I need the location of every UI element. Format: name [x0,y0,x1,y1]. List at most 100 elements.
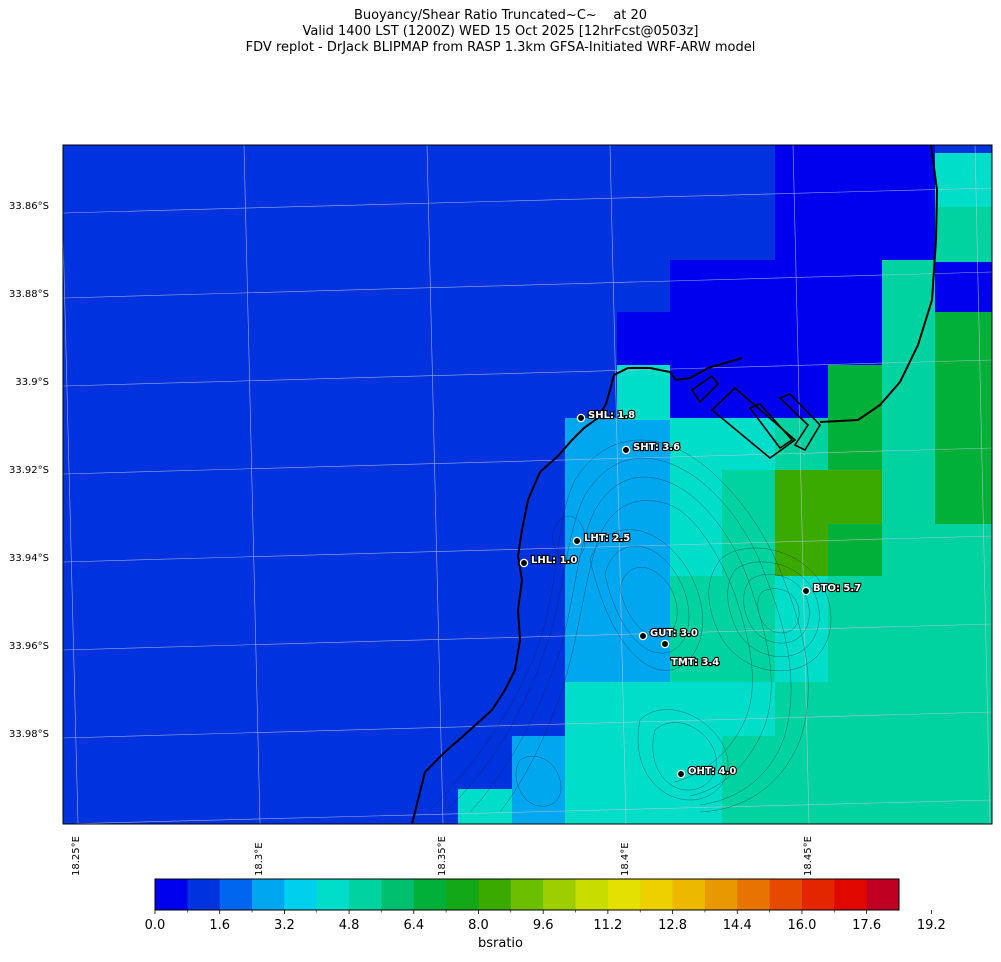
field-cell [670,418,775,470]
field-cell [617,365,670,420]
station-markers: SHL: 1.8 SHT: 3.6 LHT: 2.5 LHL: 1.0 BTO: 5.7… [519,409,862,779]
colorbar-tick-label: 8.0 [468,918,489,933]
colorbar-tick-label: 0.0 [144,918,166,933]
colorbar-tick-label: 6.4 [403,918,425,933]
coastline [411,145,939,824]
field-cell [935,260,992,313]
colorbar-tick-label: 1.6 [209,918,231,933]
colorbar-tick-label: 9.6 [532,918,554,933]
colorbar-swatch [446,879,479,910]
station-marker-tmt [660,639,670,649]
lon-label-2: 18.3°E [254,842,265,876]
colorbar-swatch [316,879,350,910]
field-cell [882,312,935,367]
field-cell [512,736,565,824]
station-label-shl: SHL: 1.8 [588,410,635,421]
colorbar-swatch [834,879,868,910]
station-marker-sht [621,445,631,455]
lon-label-4: 18.4°E [620,842,631,876]
field-cell [935,153,992,208]
colorbar-swatch [607,879,641,910]
colorbar-swatch [640,879,674,910]
colorbar-swatch [704,879,738,910]
station-label-lhl: LHL: 1.0 [531,555,577,566]
station-marker-shl [576,413,586,423]
colorbar-tick-label: 16.0 [787,918,817,933]
colorbar-label: bsratio [478,936,523,951]
lon-label-1: 18.25°E [71,836,82,876]
colorbar-swatch [801,879,835,910]
lat-label-7: 33.98°S [9,729,49,740]
station-marker-lht [572,536,582,546]
colorbar-tick-label: 3.2 [274,918,295,933]
map-frame [62,144,993,825]
station-marker-oht [676,769,686,779]
field-cell [828,576,992,824]
colorbar-swatch [284,879,318,910]
colorbar-tick-label: 17.6 [852,918,882,933]
colorbar-frame [154,878,900,911]
lon-label-3: 18.35°E [437,836,448,876]
colorbar-swatch [737,879,771,910]
station-label-oht: OHT: 4.0 [688,766,736,777]
harbour-outlines [690,374,822,460]
station-label-gut: GUT: 3.0 [650,628,698,639]
title-line-2: Valid 1400 LST (1200Z) WED 15 Oct 2025 [… [302,24,699,39]
field-cell [935,524,992,577]
colorbar-swatch [866,879,900,910]
colorbar-swatch [252,879,285,910]
colorbar-swatch [187,879,221,910]
map-area: SHL: 1.8 SHT: 3.6 LHT: 2.5 LHL: 1.0 BTO: 5.7… [63,145,992,824]
station-marker-gut [638,631,648,641]
graticule [63,145,992,824]
field-cell [775,682,828,737]
colorbar-swatch [575,879,609,910]
field-cell [565,736,722,824]
station-marker-bto [801,586,811,596]
field-cell [670,260,882,315]
colorbar-tick-label: 11.2 [593,918,623,933]
colorbar-swatch [543,879,577,910]
field-cell [775,145,935,260]
field-cell [722,470,775,576]
station-marker-lhl [519,558,529,568]
title-line-3: FDV replot - DrJack BLIPMAP from RASP 1.… [245,40,756,55]
field-cell [882,260,935,315]
colorbar-tick-label: 19.2 [916,918,946,933]
field-cell [722,736,828,824]
colorbar-swatch [769,879,803,910]
field-cell [882,365,935,577]
colorbar-swatch [413,879,447,910]
field-cell [828,524,882,577]
field-cell [670,576,722,682]
field-cell [828,365,882,420]
title-line-1: Buoyancy/Shear Ratio Truncated~C~ at 20 [353,8,648,23]
colorbar-swatch [155,879,188,910]
lat-label-3: 33.9°S [15,377,49,388]
colorbar-tick-label: 12.8 [658,918,688,933]
field-cell [617,312,882,367]
colorbar-swatch [478,879,512,910]
colorbar-swatch [510,879,544,910]
lat-label-2: 33.88°S [9,289,49,300]
colorbar-tick-label: 14.4 [722,918,752,933]
field-cell [828,145,933,157]
colorbar-swatch [672,879,706,910]
field-cell [565,418,618,683]
colorbar-swatch [381,879,415,910]
colorbar-swatch [349,879,382,910]
station-label-lht: LHT: 2.5 [584,533,630,544]
lat-label-1: 33.86°S [9,201,49,212]
lat-label-6: 33.96°S [9,641,49,652]
field-cell [935,207,992,262]
field-cell [935,312,992,524]
colorbar-tick-label: 4.8 [338,918,360,933]
lat-label-4: 33.92°S [9,465,49,476]
colorbar [154,878,932,914]
bsratio-field [63,145,992,824]
station-label-bto: BTO: 5.7 [813,583,861,594]
station-label-sht: SHT: 3.6 [633,442,680,453]
lat-label-5: 33.94°S [9,553,49,564]
colorbar-swatch [219,879,253,910]
